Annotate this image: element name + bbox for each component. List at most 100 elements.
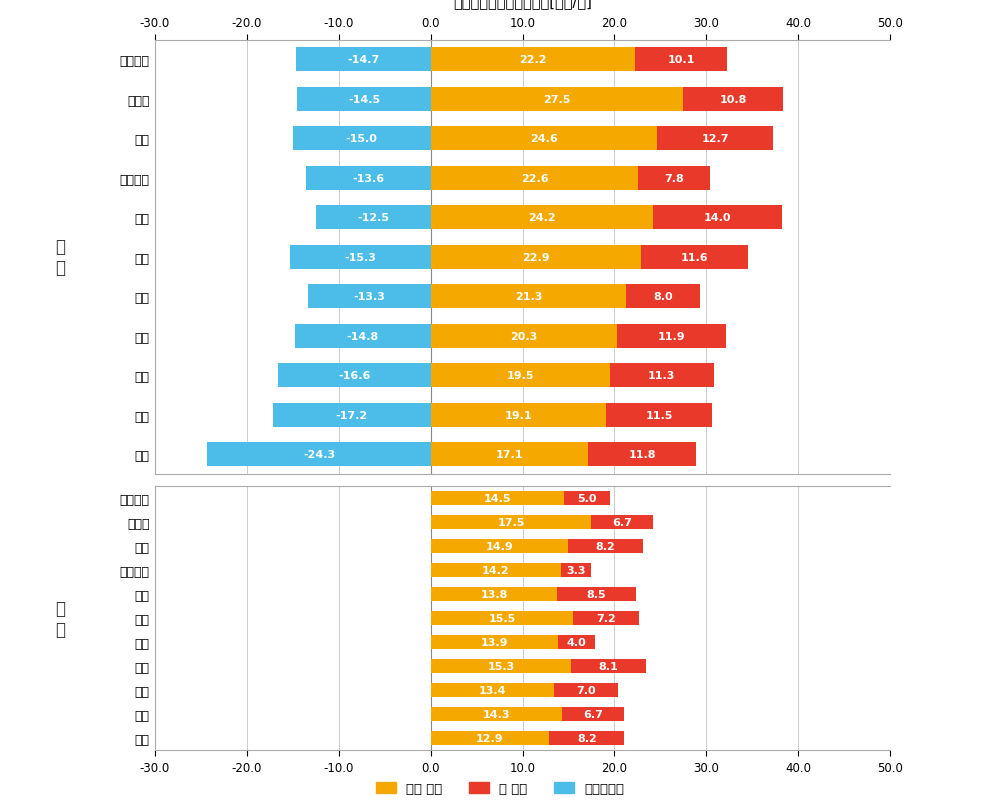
Text: 11.8: 11.8	[628, 450, 656, 460]
Text: 11.6: 11.6	[680, 252, 708, 263]
Text: 19.5: 19.5	[506, 371, 534, 381]
Text: 14.9: 14.9	[485, 542, 513, 551]
Text: 13.9: 13.9	[481, 637, 508, 647]
Bar	[561, 564, 591, 577]
Bar	[431, 246, 641, 269]
Bar	[431, 707, 562, 722]
Text: -13.6: -13.6	[352, 174, 384, 183]
Text: -17.2: -17.2	[336, 410, 368, 420]
Text: 17.5: 17.5	[497, 517, 525, 527]
Text: 22.2: 22.2	[519, 55, 546, 65]
Text: 14.3: 14.3	[483, 710, 510, 719]
Text: 6.7: 6.7	[583, 710, 603, 719]
Bar	[617, 324, 726, 348]
Text: 7.8: 7.8	[664, 174, 684, 183]
Text: 14.2: 14.2	[482, 565, 510, 576]
Bar	[588, 443, 696, 466]
Bar	[591, 515, 653, 530]
Bar	[564, 491, 610, 506]
Bar	[557, 587, 636, 602]
Bar	[293, 127, 431, 151]
Text: 21.3: 21.3	[515, 292, 542, 302]
Text: 15.5: 15.5	[488, 613, 515, 624]
Text: 13.4: 13.4	[478, 685, 506, 695]
Bar	[431, 285, 626, 309]
Text: 8.5: 8.5	[587, 590, 606, 599]
Bar	[554, 683, 618, 697]
Bar	[683, 88, 783, 112]
Text: 10.1: 10.1	[667, 55, 695, 65]
Bar	[308, 285, 431, 309]
Bar	[431, 491, 564, 506]
Text: 8.2: 8.2	[595, 542, 615, 551]
Bar	[571, 659, 646, 673]
Bar	[431, 659, 571, 673]
Bar	[431, 443, 588, 466]
Text: 12.7: 12.7	[701, 134, 729, 144]
Bar	[431, 539, 568, 554]
Text: 24.2: 24.2	[528, 213, 556, 223]
Bar	[573, 611, 639, 625]
Bar	[431, 564, 561, 577]
Bar	[638, 167, 710, 191]
Text: 7.0: 7.0	[576, 685, 596, 695]
Bar	[641, 246, 748, 269]
Text: 8.2: 8.2	[577, 733, 597, 743]
Bar	[431, 88, 683, 112]
Text: -16.6: -16.6	[338, 371, 371, 381]
Text: -12.5: -12.5	[357, 213, 389, 223]
Bar	[431, 364, 610, 388]
Text: 17.1: 17.1	[495, 450, 523, 460]
Bar	[626, 285, 700, 309]
Bar	[431, 611, 573, 625]
Bar	[610, 364, 714, 388]
Bar	[558, 635, 595, 650]
Bar	[296, 49, 431, 72]
Text: 24.6: 24.6	[530, 134, 558, 144]
Bar	[295, 324, 431, 348]
Text: 22.9: 22.9	[522, 252, 550, 263]
Bar	[568, 539, 643, 554]
Text: 27.5: 27.5	[543, 95, 571, 105]
Text: 劒
爪: 劒 爪	[55, 238, 65, 277]
Text: -14.8: -14.8	[347, 332, 379, 341]
Text: 11.9: 11.9	[658, 332, 686, 341]
Text: -15.0: -15.0	[346, 134, 378, 144]
Bar	[431, 683, 554, 697]
Bar	[316, 206, 431, 230]
Text: -24.3: -24.3	[303, 450, 335, 460]
Text: 如
撃: 如 撃	[55, 599, 65, 637]
Bar	[431, 206, 653, 230]
Bar	[431, 403, 606, 427]
Text: 15.3: 15.3	[487, 661, 515, 672]
Bar	[306, 167, 431, 191]
Text: 13.8: 13.8	[480, 590, 508, 599]
Text: 14.5: 14.5	[483, 494, 511, 504]
Bar	[297, 88, 431, 112]
Bar	[273, 403, 431, 427]
Bar	[431, 324, 617, 348]
Bar	[431, 127, 657, 151]
Bar	[653, 206, 782, 230]
Bar	[606, 403, 712, 427]
Bar	[431, 731, 549, 745]
Bar	[657, 127, 773, 151]
Text: 8.1: 8.1	[599, 661, 618, 672]
Text: 11.3: 11.3	[648, 371, 675, 381]
X-axis label: 年間のエネルギーコスト[万円/年]: 年間のエネルギーコスト[万円/年]	[453, 0, 592, 9]
Text: 10.8: 10.8	[719, 95, 747, 105]
Bar	[290, 246, 431, 269]
Text: 3.3: 3.3	[566, 565, 586, 576]
Bar	[562, 707, 624, 722]
Bar	[431, 587, 557, 602]
Text: 20.3: 20.3	[510, 332, 538, 341]
Text: 4.0: 4.0	[567, 637, 587, 647]
Text: 19.1: 19.1	[505, 410, 532, 420]
Text: 14.0: 14.0	[704, 213, 731, 223]
Bar	[431, 515, 591, 530]
Bar	[635, 49, 727, 72]
Legend: 住宅 合計, 車 合計, 太陽光売電: 住宅 合計, 車 合計, 太陽光売電	[371, 776, 629, 800]
Text: -14.5: -14.5	[348, 95, 380, 105]
Bar	[431, 49, 635, 72]
Bar	[207, 443, 431, 466]
